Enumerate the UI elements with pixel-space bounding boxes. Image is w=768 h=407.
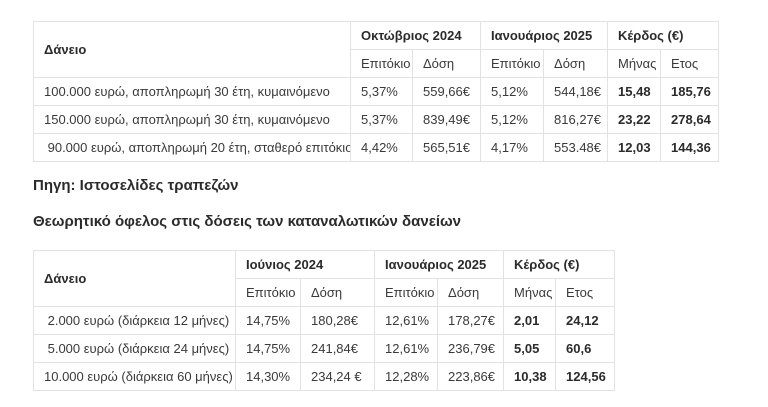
table2-subheader-installment-2: Δόση: [437, 278, 505, 307]
source-note: Πηγη: Ιστοσελίδες τραπεζών: [33, 177, 239, 194]
installment-cell: 559,66€: [411, 77, 482, 106]
profit-year-cell: 60,6: [555, 334, 616, 363]
rate-cell: 12,61%: [374, 334, 439, 363]
profit-year-cell: 124,56: [555, 362, 616, 391]
table2-group-header-january-2025: Ιανουάριος 2025: [374, 250, 505, 279]
rate-cell: 5,12%: [480, 77, 545, 106]
profit-month-cell: 10,38: [503, 362, 557, 391]
loan-description-cell: 100.000 ευρώ, αποπληρωμή 30 έτη, κυμαινό…: [33, 77, 351, 106]
table2-corner-header: Δάνειο: [33, 250, 236, 307]
table1-subheader-installment-1: Δόση: [411, 49, 482, 78]
rate-cell: 14,75%: [235, 334, 301, 363]
installment-cell: 234,24 €: [299, 362, 376, 391]
profit-year-cell: 278,64: [660, 105, 720, 134]
rate-cell: 4,42%: [350, 133, 413, 162]
profit-month-cell: 15,48: [607, 77, 662, 106]
table2-group-header-profit: Κέρδος (€): [503, 250, 616, 279]
installment-cell: 180,28€: [299, 306, 376, 335]
installment-cell: 839,49€: [411, 105, 482, 134]
rate-cell: 5,37%: [350, 77, 413, 106]
rate-cell: 5,37%: [350, 105, 413, 134]
table1-group-header-january-2025: Ιανουάριος 2025: [480, 21, 609, 50]
table2-subheader-installment-1: Δόση: [299, 278, 376, 307]
table1-group-header-october-2024: Οκτώβριος 2024: [349, 21, 482, 50]
installment-cell: 223,86€: [437, 362, 505, 391]
rate-cell: 12,61%: [374, 306, 439, 335]
consumer-loans-table: Δάνειο Ιούνιος 2024 Ιανουάριος 2025 Κέρδ…: [33, 250, 616, 391]
table-row: 10.000 ευρώ (διάρκεια 60 μήνες) 14,30% 2…: [33, 362, 616, 391]
table2-subheader-rate-1: Επιτόκιο: [235, 278, 301, 307]
loan-description-cell: 2.000 ευρώ (διάρκεια 12 μήνες): [33, 306, 236, 335]
profit-month-cell: 2,01: [503, 306, 557, 335]
mortgage-loans-table: Δάνειο Οκτώβριος 2024 Ιανουάριος 2025 Κέ…: [33, 21, 720, 162]
loan-description-cell: 90.000 ευρώ, αποπληρωμή 20 έτη, σταθερό …: [33, 133, 351, 162]
table2-subheader-rate-2: Επιτόκιο: [374, 278, 439, 307]
table2-group-header-june-2024: Ιούνιος 2024: [234, 250, 376, 279]
installment-cell: 553.48€: [543, 133, 609, 162]
profit-month-cell: 23,22: [607, 105, 662, 134]
table1-subheader-installment-2: Δόση: [543, 49, 609, 78]
loan-description-cell: 10.000 ευρώ (διάρκεια 60 μήνες): [33, 362, 236, 391]
rate-cell: 5,12%: [480, 105, 545, 134]
table-row: 2.000 ευρώ (διάρκεια 12 μήνες) 14,75% 18…: [33, 306, 616, 335]
installment-cell: 236,79€: [437, 334, 505, 363]
rate-cell: 14,75%: [235, 306, 301, 335]
profit-month-cell: 12,03: [607, 133, 662, 162]
installment-cell: 565,51€: [411, 133, 482, 162]
section-title: Θεωρητικό όφελος στις δόσεις των καταναλ…: [33, 213, 462, 230]
table2-subheader-year: Ετος: [555, 278, 616, 307]
table1-subheader-rate-2: Επιτόκιο: [480, 49, 545, 78]
table-row: 150.000 ευρώ, αποπληρωμή 30 έτη, κυμαινό…: [33, 105, 720, 134]
rate-cell: 14,30%: [235, 362, 301, 391]
profit-year-cell: 24,12: [555, 306, 616, 335]
table-row: 100.000 ευρώ, αποπληρωμή 30 έτη, κυμαινό…: [33, 77, 720, 106]
table-row: 5.000 ευρώ (διάρκεια 24 μήνες) 14,75% 24…: [33, 334, 616, 363]
installment-cell: 178,27€: [437, 306, 505, 335]
installment-cell: 544,18€: [543, 77, 609, 106]
loan-description-cell: 5.000 ευρώ (διάρκεια 24 μήνες): [33, 334, 236, 363]
profit-month-cell: 5,05: [503, 334, 557, 363]
profit-year-cell: 144,36: [660, 133, 720, 162]
rate-cell: 4,17%: [480, 133, 545, 162]
table1-subheader-year: Ετος: [660, 49, 720, 78]
table-row: 90.000 ευρώ, αποπληρωμή 20 έτη, σταθερό …: [33, 133, 720, 162]
table1-group-header-profit: Κέρδος (€): [607, 21, 720, 50]
profit-year-cell: 185,76: [660, 77, 720, 106]
installment-cell: 241,84€: [299, 334, 376, 363]
loan-description-cell: 150.000 ευρώ, αποπληρωμή 30 έτη, κυμαινό…: [33, 105, 351, 134]
installment-cell: 816,27€: [543, 105, 609, 134]
table1-subheader-month: Μήνας: [607, 49, 662, 78]
table2-subheader-month: Μήνας: [503, 278, 557, 307]
table1-corner-header: Δάνειο: [33, 21, 351, 78]
table1-subheader-rate-1: Επιτόκιο: [350, 49, 413, 78]
rate-cell: 12,28%: [374, 362, 439, 391]
